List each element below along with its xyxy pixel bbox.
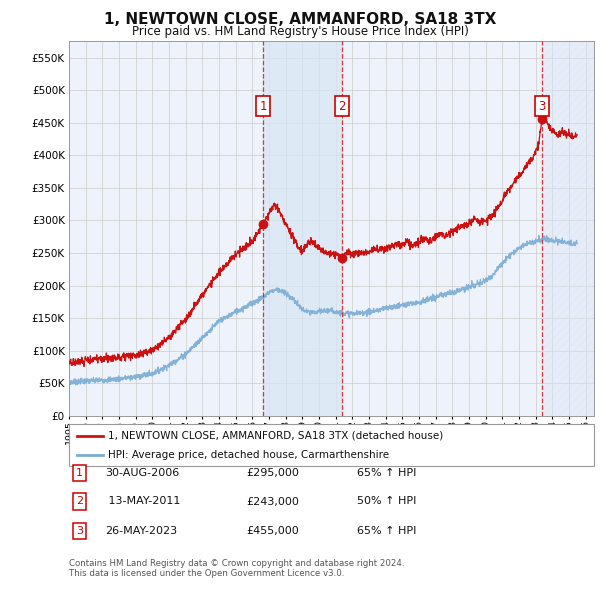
Text: 2: 2 [76,497,83,506]
Text: 65% ↑ HPI: 65% ↑ HPI [357,526,416,536]
Text: 1, NEWTOWN CLOSE, AMMANFORD, SA18 3TX (detached house): 1, NEWTOWN CLOSE, AMMANFORD, SA18 3TX (d… [109,431,443,441]
Text: Contains HM Land Registry data © Crown copyright and database right 2024.: Contains HM Land Registry data © Crown c… [69,559,404,568]
Text: 1: 1 [76,468,83,478]
Text: 30-AUG-2006: 30-AUG-2006 [105,468,179,478]
Text: 2: 2 [338,100,346,113]
Bar [542,41,594,416]
Text: 3: 3 [76,526,83,536]
Text: £455,000: £455,000 [246,526,299,536]
FancyBboxPatch shape [69,424,594,466]
Text: £243,000: £243,000 [246,497,299,506]
Text: Price paid vs. HM Land Registry's House Price Index (HPI): Price paid vs. HM Land Registry's House … [131,25,469,38]
Text: This data is licensed under the Open Government Licence v3.0.: This data is licensed under the Open Gov… [69,569,344,578]
Text: 1: 1 [259,100,267,113]
Text: 50% ↑ HPI: 50% ↑ HPI [357,497,416,506]
Text: £295,000: £295,000 [246,468,299,478]
Text: 1, NEWTOWN CLOSE, AMMANFORD, SA18 3TX: 1, NEWTOWN CLOSE, AMMANFORD, SA18 3TX [104,12,496,27]
Text: 3: 3 [538,100,545,113]
Text: 13-MAY-2011: 13-MAY-2011 [105,497,181,506]
Bar [263,41,342,416]
Text: HPI: Average price, detached house, Carmarthenshire: HPI: Average price, detached house, Carm… [109,451,389,460]
Text: 65% ↑ HPI: 65% ↑ HPI [357,468,416,478]
Text: 26-MAY-2023: 26-MAY-2023 [105,526,177,536]
